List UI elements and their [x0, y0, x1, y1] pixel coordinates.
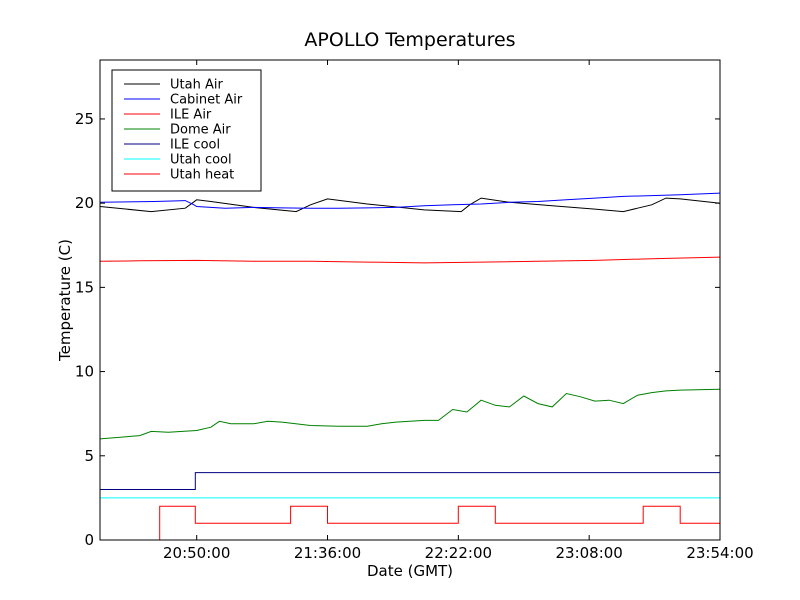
legend-box — [111, 69, 262, 192]
x-tick-label: 23:08:00 — [555, 544, 622, 562]
y-axis-label: Temperature (C) — [56, 239, 74, 362]
legend-label-utah-heat: Utah heat — [170, 168, 234, 183]
legend-label-utah-air: Utah Air — [170, 78, 223, 93]
x-tick-label: 20:50:00 — [163, 544, 230, 562]
series-line-dome-air — [99, 388, 721, 440]
y-tick-label: 20 — [75, 194, 94, 212]
x-axis-label: Date (GMT) — [367, 562, 453, 580]
series-line-ile-cool — [100, 472, 720, 490]
x-tick-label: 22:22:00 — [425, 544, 492, 562]
series-line-cabinet-air — [99, 192, 721, 209]
y-tick-label: 25 — [75, 110, 94, 128]
legend-label-cabinet-air: Cabinet Air — [170, 93, 243, 108]
x-tick-label: 21:36:00 — [294, 544, 361, 562]
legend-label-dome-air: Dome Air — [170, 123, 231, 138]
y-tick-label: 5 — [84, 447, 94, 465]
legend-label-utah-cool: Utah cool — [170, 153, 232, 168]
legend-label-ile-air: ILE Air — [170, 108, 212, 123]
y-tick-label: 0 — [84, 531, 94, 549]
x-tick-label: 23:54:00 — [686, 544, 753, 562]
series-line-ile-air — [99, 256, 721, 264]
series-layer — [99, 192, 721, 540]
series-line-utah-heat — [159, 505, 720, 540]
y-tick-label: 10 — [75, 363, 94, 381]
series-line-utah-air — [99, 197, 721, 213]
y-tick-label: 15 — [75, 278, 94, 296]
legend-label-ile-cool: ILE cool — [170, 138, 220, 153]
tick-layer: 20:50:00 21:36:00 22:22:00 23:08:00 23:54:00… — [75, 60, 754, 562]
plot-frame — [99, 59, 721, 541]
chart-title: APOLLO Temperatures — [304, 29, 515, 51]
